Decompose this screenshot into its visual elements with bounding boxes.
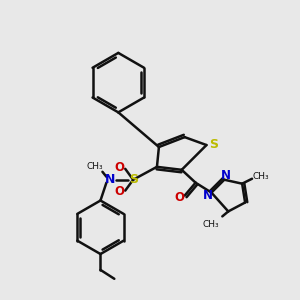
Text: O: O xyxy=(114,185,124,198)
Text: N: N xyxy=(202,189,212,202)
Text: CH₃: CH₃ xyxy=(202,220,219,229)
Text: N: N xyxy=(105,173,116,186)
Text: O: O xyxy=(175,191,185,204)
Text: CH₃: CH₃ xyxy=(86,162,103,171)
Text: S: S xyxy=(129,173,138,186)
Text: CH₃: CH₃ xyxy=(253,172,269,181)
Text: S: S xyxy=(209,138,218,151)
Text: N: N xyxy=(221,169,231,182)
Text: O: O xyxy=(114,161,124,174)
